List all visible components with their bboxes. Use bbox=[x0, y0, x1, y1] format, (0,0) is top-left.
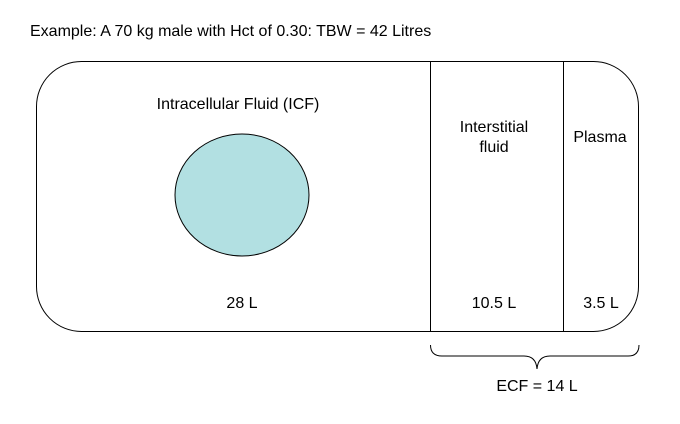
example-caption: Example: A 70 kg male with Hct of 0.30: … bbox=[30, 23, 432, 40]
ecf-label: ECF = 14 L bbox=[496, 378, 578, 395]
plasma-label: Plasma bbox=[573, 129, 627, 146]
interstitial-label-line2: fluid bbox=[479, 139, 509, 156]
cell-circle bbox=[174, 133, 310, 257]
plasma-volume: 3.5 L bbox=[583, 295, 619, 312]
interstitial-volume: 10.5 L bbox=[471, 295, 517, 312]
ecf-brace bbox=[430, 344, 640, 370]
icf-volume: 28 L bbox=[226, 295, 258, 312]
total-body-water-box bbox=[36, 61, 639, 332]
interstitial-label-line1: Interstitial bbox=[459, 119, 529, 136]
icf-label: Intracellular Fluid (ICF) bbox=[156, 96, 320, 113]
